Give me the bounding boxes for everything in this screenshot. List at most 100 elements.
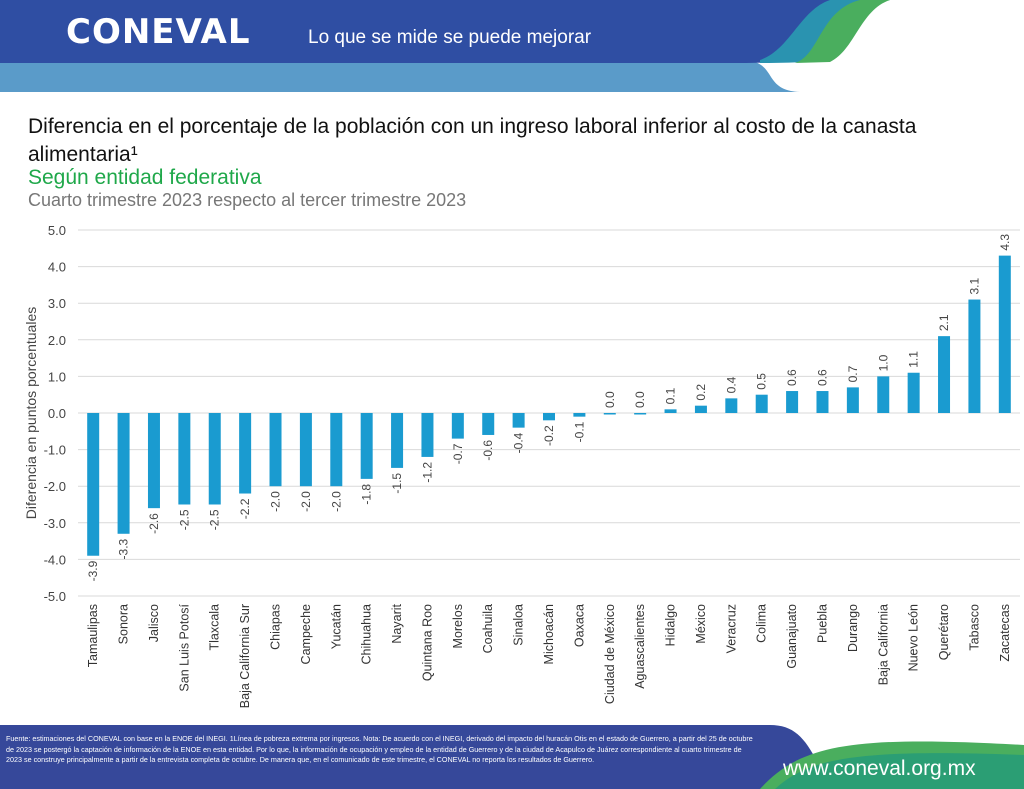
bar	[603, 413, 616, 415]
data-label: -2.0	[269, 491, 283, 512]
bar	[208, 413, 221, 505]
bar	[178, 413, 191, 505]
bar	[360, 413, 373, 479]
data-label: -2.6	[147, 513, 161, 534]
bar	[482, 413, 495, 435]
y-axis-label: Diferencia en puntos porcentuales	[23, 307, 39, 519]
y-tick-label: 2.0	[48, 333, 66, 348]
x-tick-label: Ciudad de México	[603, 604, 617, 704]
x-tick-label: Zacatecas	[998, 604, 1012, 662]
bar	[543, 413, 555, 421]
x-tick-label: México	[694, 604, 708, 644]
y-tick-label: -2.0	[44, 479, 66, 494]
x-tick-label: Nuevo León	[907, 604, 921, 671]
x-tick-label: Aguascalientes	[633, 604, 647, 689]
x-tick-label: Durango	[846, 604, 860, 652]
bar	[877, 376, 890, 413]
data-label: 0.4	[724, 376, 738, 393]
data-label: -0.2	[542, 425, 556, 446]
x-tick-label: Morelos	[451, 604, 465, 648]
x-tick-label: Yucatán	[329, 604, 343, 649]
x-tick-label: Tlaxcala	[208, 604, 222, 651]
x-tick-label: Sinaloa	[512, 604, 526, 646]
x-tick-label: Baja California	[876, 604, 890, 685]
bar	[755, 394, 768, 413]
bar	[634, 413, 647, 415]
data-label: -0.6	[481, 440, 495, 461]
bar	[938, 336, 951, 413]
bar	[694, 405, 707, 413]
data-label: 3.1	[967, 278, 981, 295]
x-tick-label: Guanajuato	[785, 604, 799, 669]
data-label: -3.9	[86, 560, 100, 581]
data-label: -1.2	[420, 462, 434, 483]
data-label: -2.2	[238, 498, 252, 519]
coneval-logo: CONEVAL	[66, 12, 251, 52]
x-tick-label: Sonora	[117, 604, 131, 644]
website-link[interactable]: www.coneval.org.mx	[783, 757, 976, 780]
bar	[512, 413, 525, 428]
bar	[239, 413, 252, 494]
bar	[968, 299, 981, 413]
bar	[299, 413, 312, 487]
x-tick-label: Baja California Sur	[238, 604, 252, 708]
bar	[147, 413, 160, 509]
data-label: 0.6	[815, 369, 829, 386]
bar	[451, 413, 464, 439]
data-label: 2.1	[937, 314, 951, 331]
y-tick-label: -1.0	[44, 443, 66, 458]
data-label: 0.7	[846, 365, 860, 382]
x-tick-label: Chihuahua	[360, 604, 374, 665]
bar	[269, 413, 282, 487]
y-tick-label: 4.0	[48, 260, 66, 275]
bar	[391, 413, 404, 468]
chart-title: Diferencia en el porcentaje de la poblac…	[28, 115, 917, 166]
x-tick-label: Tamaulipas	[86, 604, 100, 667]
bar	[117, 413, 130, 534]
x-tick-label: Oaxaca	[572, 604, 586, 647]
bar	[786, 391, 799, 413]
bar	[421, 413, 434, 457]
data-label: -1.5	[390, 473, 404, 494]
data-label: -2.0	[329, 491, 343, 512]
y-tick-label: 3.0	[48, 296, 66, 311]
x-tick-label: Querétaro	[937, 604, 951, 660]
y-tick-label: 5.0	[48, 223, 66, 238]
bar	[907, 372, 920, 413]
y-tick-label: 1.0	[48, 369, 66, 384]
bar	[816, 391, 829, 413]
footer-banner	[0, 725, 1024, 789]
data-label: -2.0	[299, 491, 313, 512]
data-label: 0.6	[785, 369, 799, 386]
x-tick-label: Michoacán	[542, 604, 556, 664]
bar	[573, 413, 586, 417]
tagline: Lo que se mide se puede mejorar	[308, 27, 592, 48]
bar	[330, 413, 343, 487]
data-label: 1.1	[907, 351, 921, 368]
bar	[87, 413, 100, 556]
x-tick-label: Campeche	[299, 604, 313, 664]
x-tick-label: Veracruz	[724, 604, 738, 653]
x-tick-label: Chiapas	[269, 604, 283, 650]
data-label: -0.7	[451, 443, 465, 464]
data-label: -0.4	[512, 432, 526, 453]
chart-subtitle: Según entidad federativa	[28, 166, 262, 189]
data-label: 0.5	[755, 373, 769, 390]
data-label: 0.0	[603, 391, 617, 408]
data-label: 0.0	[633, 391, 647, 408]
data-label: 0.1	[664, 387, 678, 404]
x-tick-label: Jalisco	[147, 604, 161, 642]
bar	[998, 255, 1011, 413]
data-label: 4.3	[998, 234, 1012, 251]
x-tick-label: Puebla	[815, 604, 829, 643]
header-banner	[0, 0, 890, 92]
data-label: -0.1	[572, 421, 586, 442]
data-label: 1.0	[876, 354, 890, 371]
x-tick-label: Hidalgo	[664, 604, 678, 646]
data-label: -2.5	[177, 509, 191, 530]
x-tick-label: Tabasco	[967, 604, 981, 651]
bar	[846, 387, 859, 413]
data-label: -1.8	[360, 484, 374, 505]
bar	[664, 409, 677, 413]
